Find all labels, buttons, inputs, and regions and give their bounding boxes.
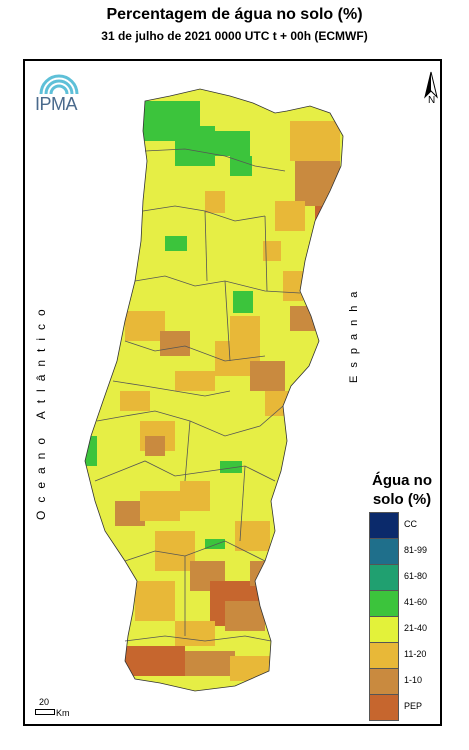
legend-label: 41-60 xyxy=(404,597,428,607)
legend: Água no solo (%) CC 81-99 61-80 41-60 21… xyxy=(365,468,439,723)
legend-item: PEP xyxy=(369,694,439,721)
map-title: Percentagem de água no solo (%) xyxy=(106,6,363,23)
soil-water-map xyxy=(25,61,440,724)
legend-swatch xyxy=(369,694,399,721)
legend-label: 61-80 xyxy=(404,571,428,581)
map-subtitle: 31 de julho de 2021 0000 UTC t + 00h (EC… xyxy=(101,29,368,43)
legend-label: PEP xyxy=(404,701,423,711)
scale-unit: Km xyxy=(56,708,70,718)
legend-swatch xyxy=(369,512,399,539)
north-arrow-icon xyxy=(424,71,438,99)
legend-label: 81-99 xyxy=(404,545,428,555)
scale-bar-graphic xyxy=(35,709,55,715)
legend-item: CC xyxy=(369,512,439,539)
north-label: N xyxy=(428,95,436,106)
legend-item: 81-99 xyxy=(369,538,439,565)
legend-item: 61-80 xyxy=(369,564,439,591)
ipma-logo-text: IPMA xyxy=(35,94,78,114)
legend-swatch xyxy=(369,616,399,643)
scale-value: 20 xyxy=(39,697,50,707)
map-frame: IPMA N Oceano Atlântico Espanha Água no … xyxy=(23,59,442,726)
ocean-label: Oceano Atlântico xyxy=(34,301,48,521)
legend-item: 21-40 xyxy=(369,616,439,643)
legend-item: 41-60 xyxy=(369,590,439,617)
legend-swatch xyxy=(369,590,399,617)
spain-label: Espanha xyxy=(348,283,360,383)
ipma-logo: IPMA xyxy=(35,70,85,122)
legend-title-line2: solo (%) xyxy=(372,491,432,508)
ipma-logo-arcs xyxy=(39,74,79,95)
legend-swatch xyxy=(369,564,399,591)
legend-title: Água no solo (%) xyxy=(365,471,439,509)
legend-label: 1-10 xyxy=(404,675,423,685)
legend-swatch xyxy=(369,538,399,565)
legend-label: CC xyxy=(404,519,417,529)
district-borders xyxy=(94,148,301,642)
legend-label: 21-40 xyxy=(404,623,428,633)
soil-water-patches xyxy=(85,101,340,681)
legend-swatch xyxy=(369,642,399,669)
scale-bar: 20 Km xyxy=(35,697,95,719)
legend-label: 11-20 xyxy=(404,649,427,659)
legend-swatch xyxy=(369,668,399,695)
legend-item: 11-20 xyxy=(369,642,439,669)
legend-item: 1-10 xyxy=(369,668,439,695)
legend-title-line1: Água no xyxy=(372,472,432,489)
